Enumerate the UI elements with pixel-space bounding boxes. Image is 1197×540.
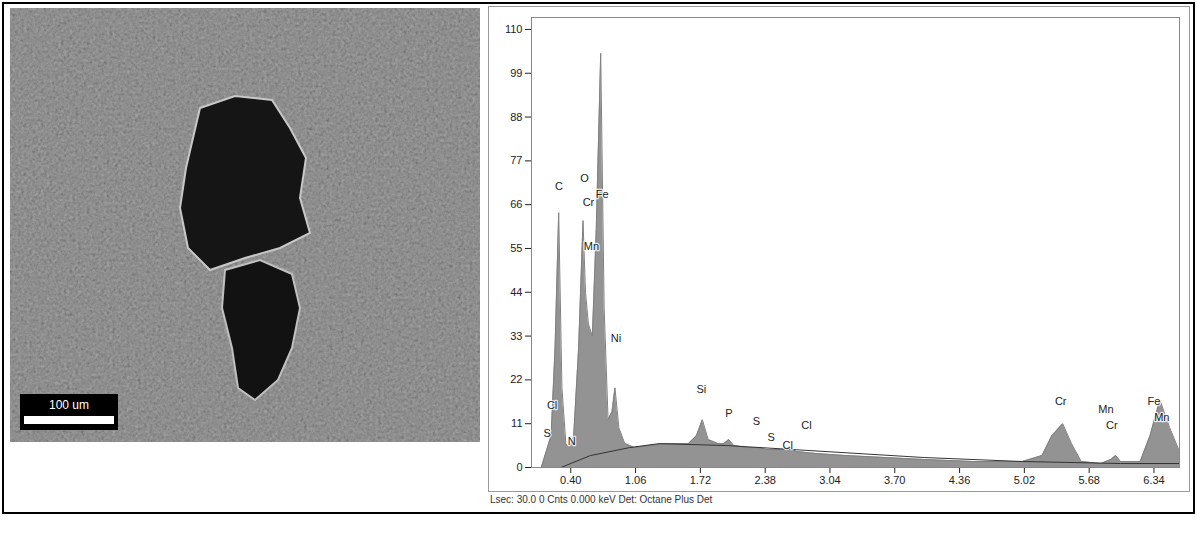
html-text:Lsec: 30.0 0 Cnts 0.000 keV De: Lsec: 30.0 0 Cnts 0.000 keV Det: Octane … [490, 494, 713, 505]
svg-text:Si: Si [696, 383, 706, 395]
svg-text:Mn: Mn [1154, 411, 1169, 423]
svg-text:Cl: Cl [783, 439, 793, 451]
svg-text:Ni: Ni [611, 332, 621, 344]
svg-text:Cr: Cr [1055, 395, 1067, 407]
svg-text:44: 44 [510, 286, 522, 298]
svg-text:3.70: 3.70 [884, 474, 905, 486]
svg-text:C: C [555, 180, 563, 192]
svg-text:O: O [580, 172, 589, 184]
svg-text:66: 66 [510, 198, 522, 210]
svg-text:77: 77 [510, 154, 522, 166]
svg-text:0: 0 [516, 461, 522, 473]
svg-text:4.36: 4.36 [949, 474, 970, 486]
svg-text:2.38: 2.38 [754, 474, 775, 486]
svg-text:S: S [544, 427, 551, 439]
svg-text:Cr: Cr [1106, 419, 1118, 431]
svg-text:6.34: 6.34 [1143, 474, 1164, 486]
svg-text:N: N [568, 435, 576, 447]
svg-text:11: 11 [511, 417, 522, 429]
svg-text:33: 33 [510, 330, 522, 342]
svg-text:Mn: Mn [1098, 403, 1113, 415]
svg-text:5.68: 5.68 [1078, 474, 1099, 486]
svg-text:Fe: Fe [596, 188, 609, 200]
svg-text:S: S [753, 415, 760, 427]
svg-text:5.02: 5.02 [1014, 474, 1035, 486]
svg-text:1.06: 1.06 [625, 474, 646, 486]
svg-text:Fe: Fe [1148, 395, 1161, 407]
svg-text:P: P [725, 407, 732, 419]
svg-text:1.72: 1.72 [690, 474, 711, 486]
svg-text:3.04: 3.04 [819, 474, 840, 486]
svg-text:99: 99 [510, 67, 522, 79]
svg-text:Mn: Mn [584, 240, 599, 252]
svg-text:110: 110 [505, 23, 523, 35]
svg-text:88: 88 [510, 111, 522, 123]
svg-text:55: 55 [510, 242, 522, 254]
svg-text:Cr: Cr [583, 196, 595, 208]
svg-text:S: S [767, 431, 774, 443]
svg-text:Cl: Cl [547, 399, 557, 411]
svg-text:Cl: Cl [801, 419, 811, 431]
svg-text:100 um: 100 um [49, 398, 89, 412]
svg-text:0.40: 0.40 [560, 474, 581, 486]
svg-text:22: 22 [510, 373, 522, 385]
